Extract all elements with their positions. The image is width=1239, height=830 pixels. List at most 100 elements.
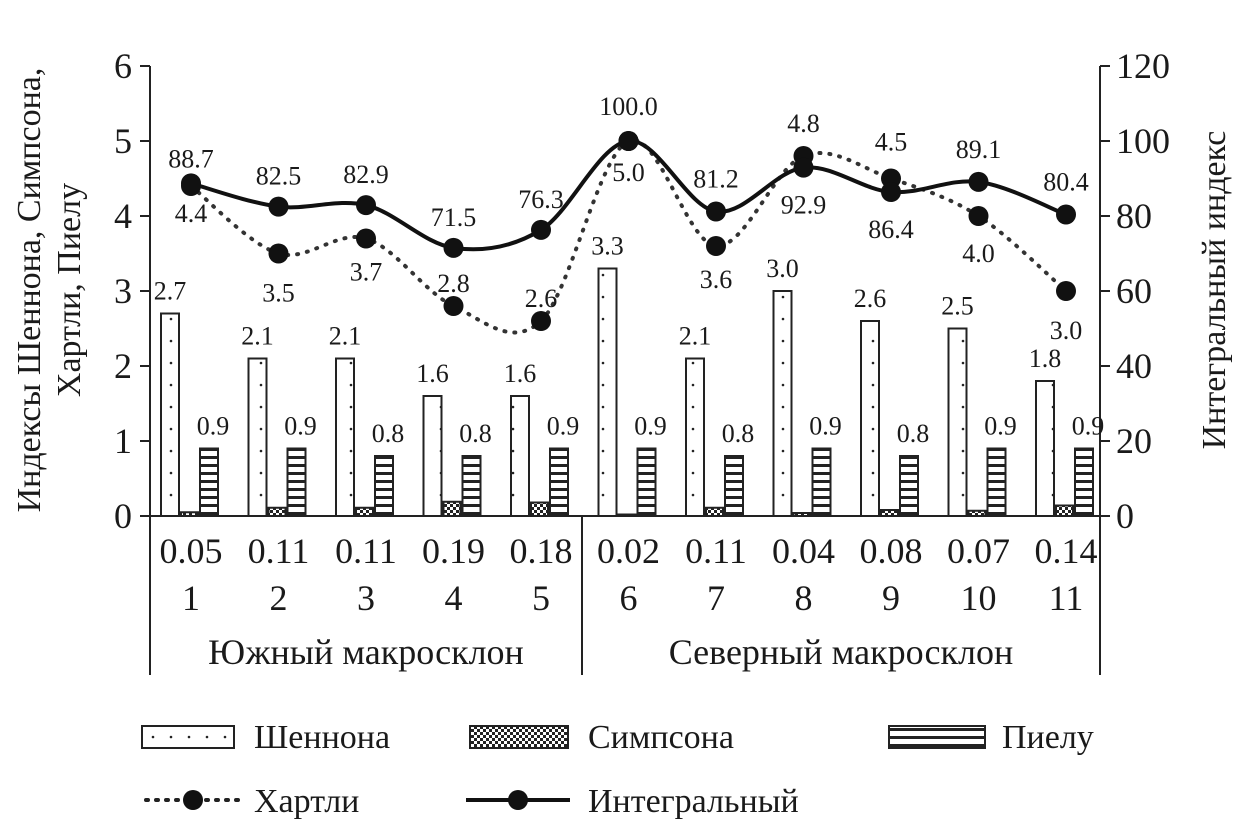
bar-pielou — [374, 455, 394, 517]
bar-simpson — [267, 506, 287, 517]
legend-item-integral: Интегральный — [466, 783, 799, 820]
label-integral: 100.0 — [599, 92, 658, 121]
bar-simpson — [880, 509, 899, 517]
bar-pielou-label: 0.9 — [634, 412, 667, 441]
bar-shannon — [947, 327, 968, 517]
label-integral: 92.9 — [781, 191, 827, 220]
x-tick-label: 6 — [620, 578, 638, 618]
x-tick-label: 3 — [357, 578, 375, 618]
y-tick-label-right: 20 — [1116, 421, 1152, 461]
bar-pielou — [286, 447, 307, 517]
x-tick-label: 7 — [707, 578, 725, 618]
group-label-north: Северный макросклон — [669, 632, 1014, 672]
point-integral — [793, 157, 814, 178]
label-integral: 88.7 — [168, 144, 214, 173]
point-integral — [968, 171, 989, 192]
bar-pielou — [199, 447, 219, 517]
label-integral: 81.2 — [693, 165, 739, 194]
label-hartley: 4.4 — [175, 199, 208, 228]
simpson-value: 0.11 — [248, 531, 310, 571]
point-hartley — [706, 236, 726, 256]
point-hartley — [968, 206, 989, 226]
x-tick-label: 10 — [961, 578, 997, 618]
legend-label-shannon: Шеннона — [254, 719, 390, 756]
y-tick-label-left: 3 — [114, 271, 132, 311]
y-tick-label-left: 4 — [114, 196, 132, 236]
bar-shannon-label: 2.1 — [679, 322, 712, 351]
bar-pielou — [549, 447, 569, 517]
point-hartley — [443, 296, 464, 316]
label-hartley: 4.0 — [962, 239, 995, 268]
bar-shannon-label: 2.7 — [154, 277, 187, 306]
y-tick-label-right: 40 — [1116, 346, 1152, 386]
bar-simpson — [355, 506, 374, 517]
simpson-value: 0.19 — [422, 531, 485, 571]
bar-simpson — [617, 513, 637, 517]
bar-shannon-label: 3.3 — [591, 232, 624, 261]
label-integral: 89.1 — [956, 135, 1002, 164]
legend-swatch-shannon — [141, 725, 235, 749]
label-integral: 82.5 — [256, 162, 302, 191]
point-integral — [881, 182, 901, 202]
bar-pielou-label: 0.9 — [984, 412, 1017, 441]
label-hartley: 3.0 — [1050, 316, 1083, 345]
y-tick-label-right: 0 — [1116, 496, 1134, 536]
bar-simpson — [792, 512, 812, 517]
legend-label-integral: Интегральный — [588, 783, 799, 820]
y-tick-label-left: 6 — [114, 46, 132, 86]
point-hartley — [1056, 281, 1076, 301]
y-tick-label-left: 5 — [114, 121, 132, 161]
point-integral — [181, 173, 201, 194]
bar-simpson — [180, 511, 199, 517]
label-integral: 76.3 — [518, 185, 564, 214]
bar-pielou — [636, 447, 657, 517]
y-tick-label-right: 100 — [1116, 121, 1170, 161]
bar-pielou-label: 0.9 — [197, 412, 230, 441]
bar-pielou — [899, 455, 919, 517]
bars — [160, 267, 1094, 517]
bar-pielou-label: 0.8 — [722, 419, 755, 448]
bar-shannon-label: 1.6 — [416, 359, 449, 388]
bar-shannon — [860, 320, 880, 517]
simpson-value: 0.02 — [597, 531, 660, 571]
point-integral — [443, 237, 464, 258]
label-hartley: 3.5 — [262, 279, 295, 308]
legend-item-pielou: Пиелу — [888, 719, 1094, 756]
label-hartley: 4.5 — [875, 128, 908, 157]
label-integral: 82.9 — [343, 160, 389, 189]
label-hartley: 2.8 — [437, 269, 470, 298]
point-hartley — [531, 311, 551, 331]
bar-pielou-label: 0.8 — [372, 419, 405, 448]
label-integral: 80.4 — [1043, 168, 1089, 197]
y-tick-label-right: 120 — [1116, 46, 1170, 86]
label-integral: 71.5 — [431, 203, 477, 232]
simpson-value: 0.14 — [1035, 531, 1098, 571]
group-label-south: Южный макросклон — [208, 632, 524, 672]
y-axis-title-line2: Хартли, Пиелу — [51, 183, 88, 397]
simpson-value: 0.05 — [160, 531, 223, 571]
legend-label-hartley: Хартли — [254, 783, 359, 820]
point-integral — [1056, 204, 1076, 225]
y-tick-label-left: 0 — [114, 496, 132, 536]
point-integral — [268, 196, 289, 217]
x-tick-label: 1 — [182, 578, 200, 618]
simpson-value: 0.07 — [947, 531, 1010, 571]
label-hartley: 4.8 — [787, 109, 820, 138]
bar-shannon-label: 1.8 — [1029, 344, 1062, 373]
legend-marker-integral — [508, 790, 528, 810]
bar-shannon-label: 2.1 — [329, 322, 362, 351]
x-tick-label: 5 — [532, 578, 550, 618]
bar-shannon-label: 2.6 — [854, 284, 887, 313]
y-tick-label-right: 60 — [1116, 271, 1152, 311]
bar-pielou — [724, 455, 744, 517]
simpson-value: 0.11 — [335, 531, 397, 571]
x-tick-label: 11 — [1049, 578, 1084, 618]
bar-pielou — [986, 447, 1007, 517]
y-tick-label-left: 1 — [114, 421, 132, 461]
bar-shannon — [510, 395, 530, 517]
y-tick-label-right: 80 — [1116, 196, 1152, 236]
bar-shannon — [772, 290, 793, 517]
legend-marker-hartley — [183, 790, 203, 810]
category-table: 0.05 1 0.11 2 0.11 3 0.19 4 0.18 5 0.02 6 0.11 7 0.04 8… — [149, 516, 1101, 675]
